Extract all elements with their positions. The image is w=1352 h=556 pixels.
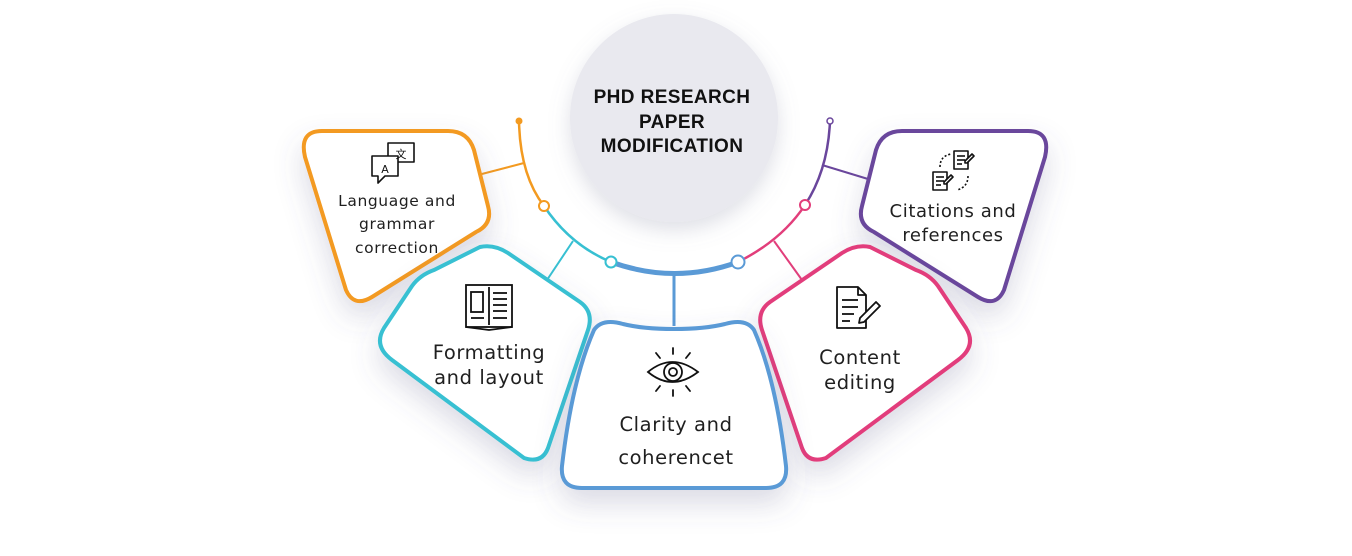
connector-language [477,162,525,176]
card-formatting [377,244,592,462]
card-citations [858,129,1049,304]
label-clarity-line: coherencet [618,446,734,470]
center-title-line: MODIFICATION [600,136,744,158]
arc-segment-cyan [542,204,613,264]
arc-node-blue [730,254,746,270]
label-language-line: correction [355,238,439,257]
arc-node-cyan [604,255,618,269]
arc-node-pink [799,199,811,211]
center-circle [570,14,778,222]
label-formatting: Formatting and layout [400,340,578,391]
label-citations-line: Citations and [889,201,1017,222]
card-clarity [559,320,789,490]
arc-segment-pink [736,203,807,264]
arc-endpoint-purple [826,117,834,125]
card-content [758,244,973,462]
translate-icon: 文 A [371,142,415,184]
svg-text:A: A [381,163,389,176]
arc-endpoint-orange [515,117,523,125]
label-content-line: Content [819,346,901,369]
card-language [301,129,492,304]
document-edit-icon [836,286,881,329]
center-title-line: PAPER [638,111,706,133]
citations-icon [932,150,975,191]
label-language-line: Language and [338,192,456,210]
center-title-line: PHD RESEARCH [593,87,751,108]
label-language: Language and grammar correction [312,190,482,260]
label-content: Content editing [780,345,940,396]
connector-content [773,240,803,281]
arc-node-orange [538,200,550,212]
svg-text:文: 文 [396,147,407,161]
arc-segment-orange [517,119,546,208]
label-formatting-line: Formatting [432,341,546,364]
label-formatting-line: and layout [434,366,544,390]
label-clarity: Clarity and coherencet [576,408,776,474]
center-title: PHD RESEARCH PAPER MODIFICATION [572,86,772,160]
open-book-icon [465,284,513,331]
arc-segment-purple [803,119,832,207]
eye-icon [646,347,700,397]
arc-segment-blue [608,259,741,276]
label-citations-line: references [902,225,1004,247]
label-citations: Citations and references [868,200,1038,249]
label-language-line: grammar [359,215,435,234]
label-content-line: editing [824,371,896,395]
label-clarity-line: Clarity and [619,413,733,436]
connector-formatting [546,240,574,281]
connector-citations [821,164,869,180]
